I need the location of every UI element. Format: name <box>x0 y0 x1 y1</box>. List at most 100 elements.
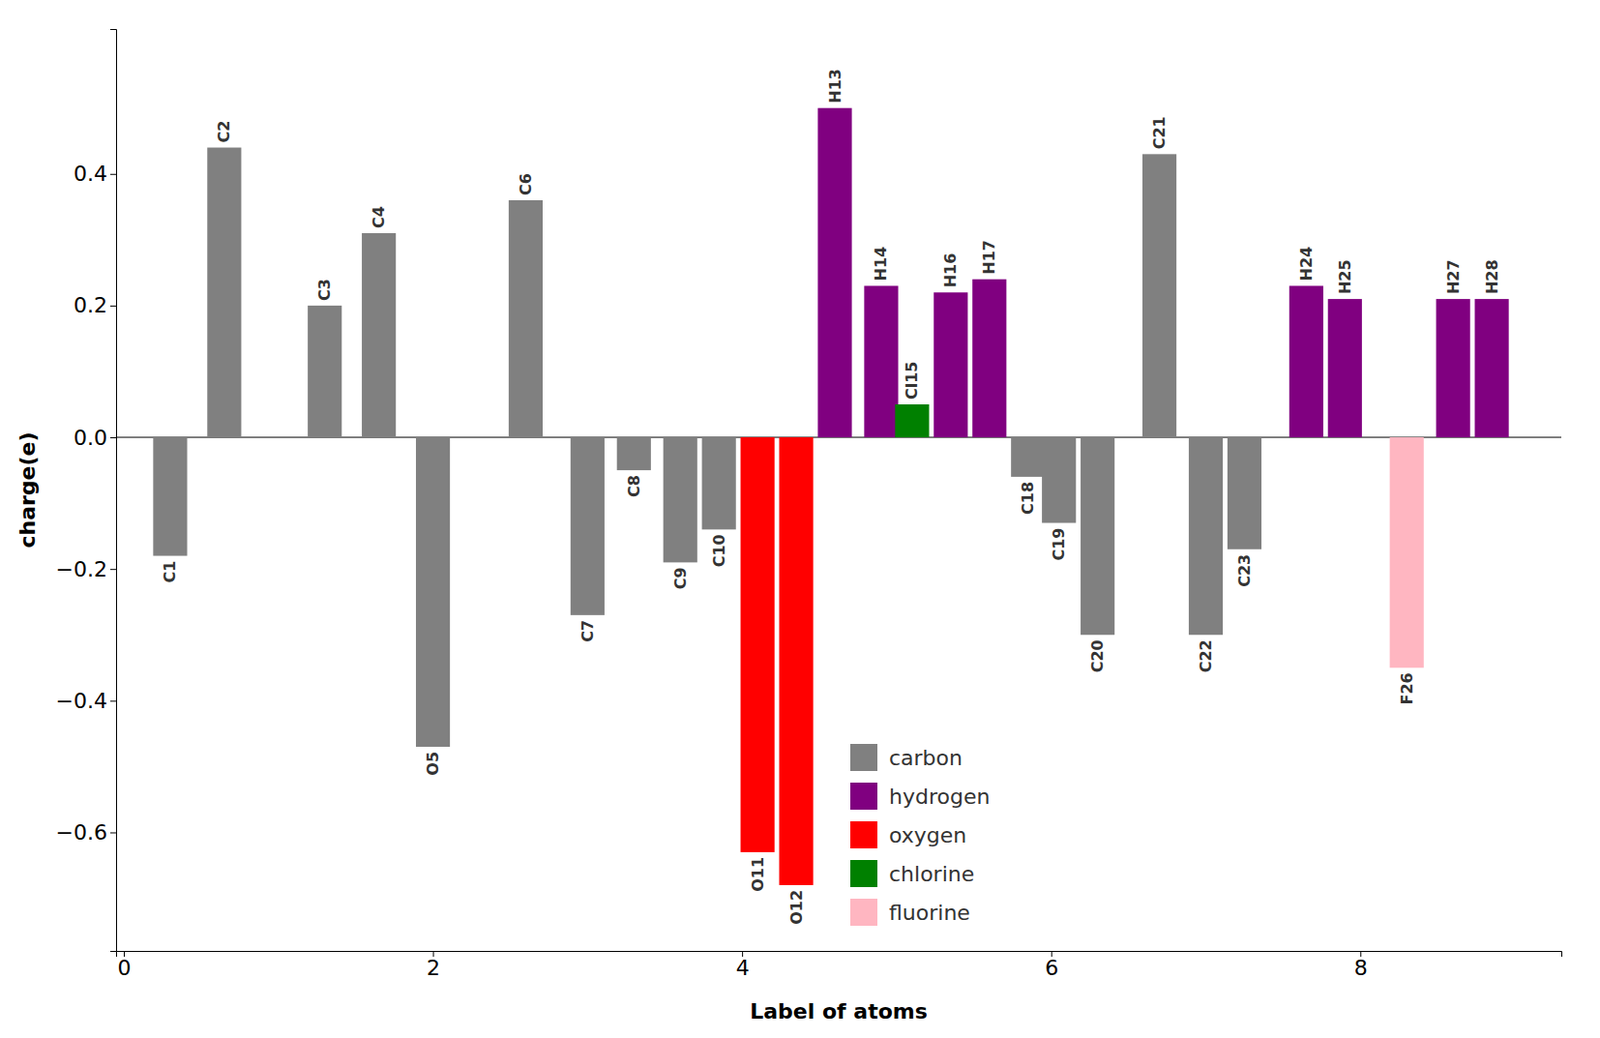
atom-label: C19 <box>1049 528 1068 562</box>
atom-label: H25 <box>1335 259 1355 295</box>
y-tick: 0.4 <box>73 161 117 186</box>
bar <box>702 437 737 530</box>
atom-label: Cl15 <box>902 361 921 401</box>
bar <box>361 233 396 438</box>
chart: C1C2C3C4O5C6C7C8C9C10C18C19C20C21C22C23H… <box>0 0 1600 1038</box>
y-tick-label: −0.4 <box>56 688 108 713</box>
legend-item: chlorine <box>850 859 975 888</box>
atom-label: H16 <box>941 253 960 289</box>
atom-label: C10 <box>710 533 729 567</box>
x-tick: 2 <box>426 950 441 980</box>
x-tick: 4 <box>736 950 750 980</box>
x-tick: 6 <box>1044 950 1059 980</box>
atom-label: H17 <box>979 239 999 275</box>
atom-label: H13 <box>826 68 845 104</box>
bar <box>1289 285 1324 438</box>
y-tick-mark <box>110 305 117 307</box>
y-tick: −0.4 <box>56 688 117 713</box>
legend-label: chlorine <box>888 861 975 887</box>
bar <box>508 200 543 438</box>
atom-label: C18 <box>1018 481 1038 515</box>
bar <box>663 437 698 563</box>
legend-label: fluorine <box>888 900 971 925</box>
bar <box>1390 437 1424 668</box>
y-tick: −0.2 <box>56 557 117 582</box>
atom-label: C23 <box>1235 554 1254 588</box>
bar <box>1475 298 1510 438</box>
bar <box>415 437 450 747</box>
atom-label: O12 <box>787 889 806 925</box>
legend-item: fluorine <box>850 898 971 926</box>
atom-label: O5 <box>423 751 443 776</box>
x-tick-label: 4 <box>736 955 750 980</box>
legend-swatch <box>850 859 878 888</box>
y-tick: −0.6 <box>56 820 117 845</box>
y-axis-line <box>110 29 118 952</box>
y-tick-label: −0.2 <box>56 557 108 582</box>
legend-item: oxygen <box>850 821 967 849</box>
legend: carbon hydrogen oxygen chlorine fluorine <box>850 743 990 926</box>
y-tick-mark <box>110 174 117 176</box>
bar <box>1080 437 1115 635</box>
y-tick: 0.0 <box>73 425 117 450</box>
bar <box>1188 437 1223 635</box>
bar <box>617 437 652 471</box>
atom-label: C22 <box>1196 639 1215 673</box>
x-tick-label: 2 <box>426 955 441 980</box>
atom-label: C20 <box>1088 639 1107 673</box>
y-axis: −0.6 −0.4 −0.2 0.0 0.2 0.4 <box>56 29 118 952</box>
y-tick-label: 0.2 <box>73 293 108 318</box>
atom-label: F26 <box>1397 672 1417 705</box>
y-tick: 0.2 <box>73 293 117 318</box>
bar <box>863 285 898 438</box>
x-axis-title: Label of atoms <box>749 999 928 1024</box>
legend-swatch <box>850 743 878 771</box>
atom-label: O11 <box>748 857 768 892</box>
atom-label: C1 <box>160 561 179 584</box>
legend-label: carbon <box>888 745 963 771</box>
bar <box>1041 437 1076 523</box>
legend-swatch <box>850 821 878 849</box>
bar <box>307 305 342 438</box>
legend-label: oxygen <box>888 823 967 848</box>
bar <box>933 292 968 438</box>
y-axis-title: charge(e) <box>15 431 40 548</box>
y-tick-mark <box>110 700 117 702</box>
x-tick-label: 8 <box>1354 955 1368 980</box>
y-tick-label: −0.6 <box>56 820 108 845</box>
atom-label: C6 <box>516 173 535 196</box>
bar <box>1328 298 1363 438</box>
atom-label: C2 <box>214 120 234 144</box>
bars <box>152 108 1509 886</box>
x-axis: 0 2 4 6 8 <box>117 950 1563 980</box>
bar <box>1436 298 1471 438</box>
atom-labels: C1C2C3C4O5C6C7C8C9C10C18C19C20C21C22C23H… <box>160 68 1501 925</box>
bar <box>1142 153 1177 438</box>
atom-label: H24 <box>1297 246 1316 282</box>
atom-label: C3 <box>315 278 334 301</box>
bar <box>972 279 1007 438</box>
bar <box>1227 437 1262 550</box>
bar <box>817 108 852 438</box>
atom-label: H27 <box>1444 259 1463 295</box>
bar <box>894 404 929 438</box>
bar <box>778 437 813 886</box>
y-tick-label: 0.4 <box>73 161 108 186</box>
y-tick-mark <box>110 831 117 833</box>
x-tick-label: 0 <box>117 955 131 980</box>
legend-item: hydrogen <box>850 782 990 810</box>
atom-label: C7 <box>578 620 597 643</box>
legend-item: carbon <box>850 743 963 771</box>
plot: C1C2C3C4O5C6C7C8C9C10C18C19C20C21C22C23H… <box>56 29 1563 980</box>
y-tick-label: 0.0 <box>73 425 108 450</box>
x-tick: 0 <box>117 950 131 980</box>
bar <box>1010 437 1045 477</box>
bar <box>152 437 187 557</box>
atom-label: C21 <box>1150 116 1169 149</box>
x-tick: 8 <box>1354 950 1368 980</box>
legend-swatch <box>850 782 878 810</box>
bar <box>570 437 605 616</box>
atom-label: H28 <box>1482 259 1502 295</box>
y-tick-mark <box>110 568 117 570</box>
atom-label: C9 <box>671 566 690 590</box>
